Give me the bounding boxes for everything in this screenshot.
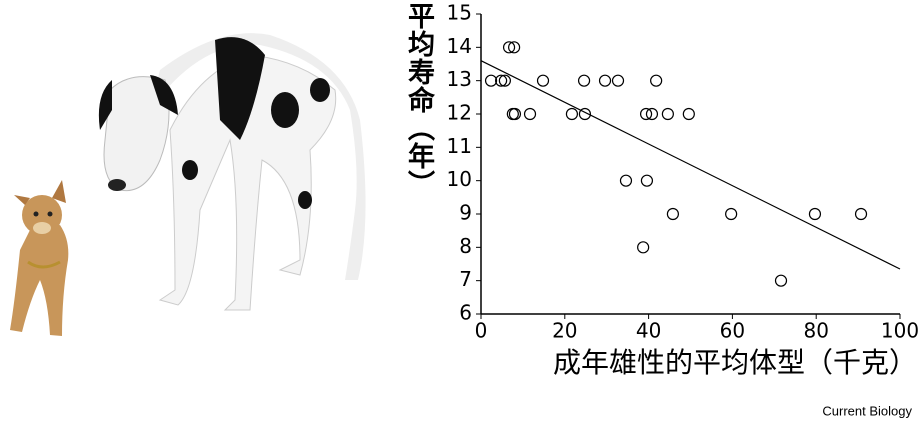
source-note: Current Biology bbox=[822, 403, 912, 418]
y-tick-label: 6 bbox=[459, 301, 472, 325]
data-point bbox=[508, 41, 521, 54]
data-point bbox=[619, 174, 633, 187]
y-tick-label: 14 bbox=[447, 34, 472, 58]
chihuahua-illustration bbox=[10, 180, 69, 336]
data-point bbox=[598, 74, 612, 87]
y-tick-label: 10 bbox=[447, 167, 472, 191]
data-point bbox=[565, 107, 579, 121]
y-tick-label: 15 bbox=[447, 1, 472, 25]
data-point bbox=[666, 207, 680, 221]
data-point bbox=[495, 74, 508, 87]
data-point bbox=[637, 241, 650, 254]
x-axis-label: 成年雄性的平均体型（千克） bbox=[553, 346, 917, 379]
x-tick-label: 0 bbox=[475, 319, 488, 343]
x-tick-label: 80 bbox=[803, 319, 828, 343]
data-point bbox=[578, 107, 592, 121]
x-tick-label: 60 bbox=[720, 319, 745, 343]
data-point bbox=[661, 107, 674, 121]
data-point bbox=[854, 207, 868, 221]
data-point bbox=[645, 107, 659, 121]
data-point bbox=[639, 107, 653, 121]
y-tick-label: 9 bbox=[459, 201, 472, 225]
data-point bbox=[808, 207, 822, 221]
y-axis-label: 平均寿命（年） bbox=[403, 2, 434, 198]
x-tick-label: 20 bbox=[552, 319, 577, 343]
data-point bbox=[774, 274, 788, 287]
data-point bbox=[640, 174, 654, 187]
x-tick-label: 40 bbox=[636, 319, 661, 343]
y-tick-label: 11 bbox=[447, 134, 472, 158]
great-dane-illustration bbox=[98, 33, 366, 311]
x-tick-label: 100 bbox=[881, 319, 919, 343]
data-point bbox=[523, 107, 537, 121]
trend-line bbox=[480, 60, 901, 270]
data-point bbox=[650, 74, 663, 87]
y-tick-label: 8 bbox=[459, 234, 472, 258]
data-point bbox=[577, 74, 591, 87]
data-point bbox=[508, 107, 522, 121]
data-point bbox=[502, 41, 516, 54]
data-point bbox=[498, 74, 511, 87]
data-point bbox=[725, 207, 738, 221]
y-tick-label: 7 bbox=[459, 267, 472, 291]
data-point bbox=[484, 74, 498, 87]
y-tick-label: 12 bbox=[447, 101, 472, 125]
y-tick-label: 13 bbox=[447, 67, 472, 91]
data-point bbox=[611, 74, 625, 87]
data-point bbox=[536, 74, 550, 87]
data-point bbox=[682, 107, 695, 121]
